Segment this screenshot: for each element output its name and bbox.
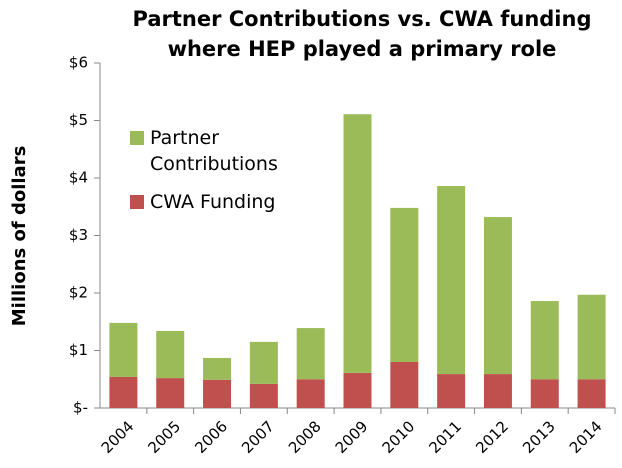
- bar-segment: [577, 379, 606, 408]
- x-tick-label: 2006: [191, 417, 231, 457]
- legend-swatch: [130, 195, 144, 209]
- legend-item: Partner Contributions: [130, 125, 315, 177]
- y-axis-label: Millions of dollars: [9, 146, 30, 327]
- bar-segment: [577, 294, 606, 380]
- y-tick-label: $4: [69, 169, 88, 187]
- bar-segment: [530, 379, 559, 408]
- y-tick-label: $5: [69, 111, 88, 129]
- chart-title: Partner Contributions vs. CWA funding: [133, 7, 592, 31]
- bar-segment: [109, 376, 138, 408]
- bar-segment: [390, 362, 419, 408]
- bar-segment: [483, 217, 512, 375]
- x-tick-label: 2004: [98, 417, 138, 457]
- x-tick-label: 2014: [566, 417, 606, 457]
- x-tick-label: 2010: [379, 417, 419, 457]
- x-tick-label: 2011: [425, 417, 465, 457]
- x-tick-label: 2008: [285, 417, 325, 457]
- legend-item: CWA Funding: [130, 189, 315, 215]
- bar-segment: [296, 328, 325, 380]
- bar-segment: [530, 301, 559, 380]
- bar-segment: [437, 374, 466, 408]
- bar-segment: [109, 322, 138, 377]
- y-tick-label: $1: [69, 341, 88, 359]
- x-tick-label: 2012: [472, 417, 512, 457]
- bar-segment: [203, 357, 232, 380]
- bar-segment: [203, 379, 232, 408]
- x-tick-label: 2013: [519, 417, 559, 457]
- y-tick-label: $3: [69, 226, 88, 244]
- bar-segment: [249, 383, 278, 408]
- y-tick-label: $-: [73, 399, 88, 417]
- bar-segment: [483, 374, 512, 408]
- legend-label: CWA Funding: [150, 191, 276, 213]
- x-tick-label: 2009: [332, 417, 372, 457]
- bar-segment: [296, 379, 325, 408]
- legend-swatch: [130, 131, 144, 145]
- y-tick-label: $2: [69, 284, 88, 302]
- x-tick-label: 2005: [145, 417, 185, 457]
- bar-segment: [390, 207, 419, 362]
- chart-title: where HEP played a primary role: [168, 37, 557, 61]
- bar-segment: [343, 372, 372, 408]
- bar-segment: [437, 186, 466, 375]
- x-tick-label: 2007: [238, 417, 278, 457]
- legend-label: Partner Contributions: [150, 127, 278, 175]
- bar-segment: [156, 378, 185, 408]
- bar-segment: [249, 341, 278, 384]
- bar-segment: [156, 330, 185, 379]
- y-tick-label: $6: [69, 54, 88, 72]
- legend: Partner Contributions CWA Funding: [130, 125, 315, 227]
- bar-segment: [343, 114, 372, 373]
